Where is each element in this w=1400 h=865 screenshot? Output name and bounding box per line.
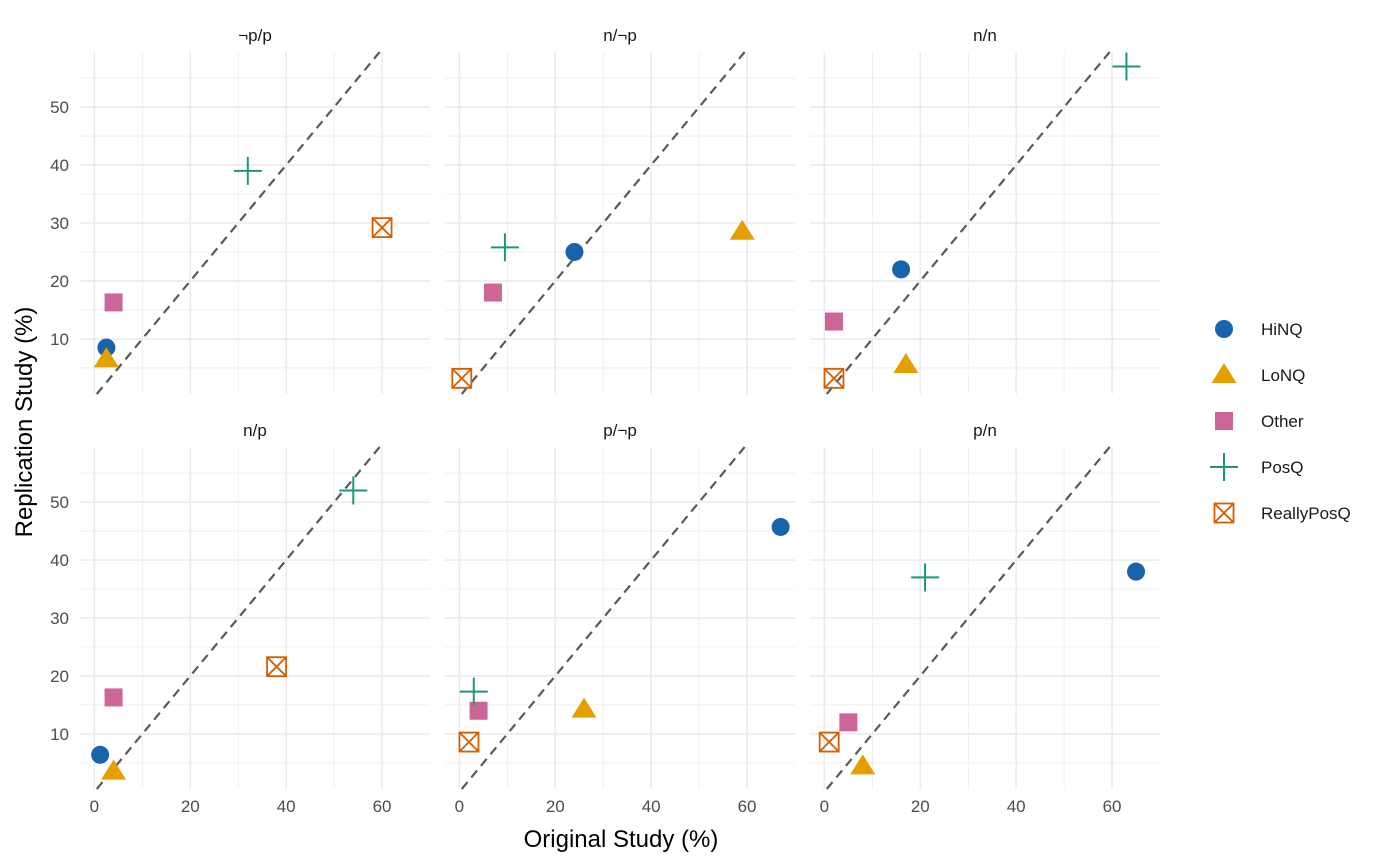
y-axis-title: Replication Study (%)	[11, 307, 38, 538]
data-point-reallyposq	[823, 367, 845, 389]
legend-label: ReallyPosQ	[1261, 504, 1351, 523]
data-point-posq	[1112, 52, 1141, 81]
x-tick-label: 60	[738, 797, 757, 816]
y-tick-label: 50	[50, 98, 69, 117]
y-tick-label: 10	[50, 330, 69, 349]
data-point-lonq	[93, 347, 119, 368]
legend-item: LoNQ	[1211, 363, 1305, 385]
x-tick-label: 40	[1007, 797, 1026, 816]
panels: ¬p/p 10 20 30 40 50 n/¬p n/n n/p 10 20 30 40 50 0 20 40 6…	[50, 26, 1160, 816]
data-point-hinq	[892, 260, 911, 279]
x-tick-label: 0	[820, 797, 829, 816]
data-point-lonq	[101, 759, 127, 780]
x-tick-label: 40	[277, 797, 296, 816]
legend-item: ReallyPosQ	[1213, 502, 1351, 524]
data-point-lonq	[893, 353, 919, 374]
data-point-posq	[911, 563, 940, 592]
legend-label: Other	[1261, 412, 1304, 431]
data-point-lonq	[850, 754, 876, 775]
facet-strip-label: n/p	[243, 421, 267, 440]
y-tick-label: 30	[50, 214, 69, 233]
data-point-reallyposq	[451, 367, 473, 389]
x-tick-label: 60	[373, 797, 392, 816]
facet-panel: n/¬p	[445, 26, 795, 395]
facet-strip-label: ¬p/p	[238, 26, 272, 45]
x-tick-label: 20	[546, 797, 565, 816]
legend-label: HiNQ	[1261, 320, 1303, 339]
data-point-posq	[490, 233, 519, 262]
legend-key-other	[1215, 412, 1233, 430]
legend-item: Other	[1215, 412, 1304, 431]
legend: HiNQ LoNQ Other PosQ ReallyPosQ	[1210, 320, 1351, 524]
data-point-hinq	[565, 242, 584, 261]
x-tick-label: 20	[911, 797, 930, 816]
y-tick-label: 40	[50, 551, 69, 570]
data-point-posq	[459, 677, 488, 706]
data-point-other	[104, 293, 123, 312]
y-tick-label: 20	[50, 272, 69, 291]
facet-strip-label: p/¬p	[603, 421, 637, 440]
legend-item: PosQ	[1210, 453, 1304, 481]
x-axis-title: Original Study (%)	[524, 826, 719, 853]
y-tick-label: 40	[50, 156, 69, 175]
facet-panel: n/n	[810, 26, 1160, 395]
data-point-other	[824, 312, 843, 331]
data-point-reallyposq	[371, 217, 393, 239]
legend-key-lonq	[1211, 363, 1237, 383]
data-point-reallyposq	[818, 731, 840, 753]
legend-label: PosQ	[1261, 458, 1304, 477]
data-point-lonq	[729, 219, 755, 240]
data-point-other	[469, 701, 488, 720]
legend-key-reallyposq	[1213, 502, 1235, 524]
data-point-other	[104, 688, 123, 707]
facet-panel: p/¬p 0 20 40 60	[445, 421, 795, 816]
facet-strip-label: n/n	[973, 26, 997, 45]
x-tick-label: 0	[455, 797, 464, 816]
facet-strip-label: p/n	[973, 421, 997, 440]
x-tick-label: 0	[90, 797, 99, 816]
x-tick-label: 20	[181, 797, 200, 816]
data-point-hinq	[1127, 562, 1146, 581]
facet-strip-label: n/¬p	[603, 26, 637, 45]
data-point-other	[483, 283, 502, 302]
facet-panel: n/p 10 20 30 40 50 0 20 40 60	[50, 421, 430, 816]
x-tick-label: 40	[642, 797, 661, 816]
x-tick-label: 60	[1103, 797, 1122, 816]
data-point-reallyposq	[458, 731, 480, 753]
data-point-posq	[233, 156, 262, 185]
y-tick-label: 30	[50, 609, 69, 628]
data-point-lonq	[571, 697, 597, 718]
legend-item: HiNQ	[1215, 320, 1303, 339]
y-tick-label: 50	[50, 493, 69, 512]
legend-key-posq	[1210, 453, 1238, 481]
legend-key-hinq	[1215, 320, 1233, 338]
y-tick-label: 20	[50, 667, 69, 686]
y-tick-label: 10	[50, 725, 69, 744]
facet-panel: p/n 0 20 40 60	[810, 421, 1160, 816]
data-point-reallyposq	[266, 656, 287, 678]
legend-label: LoNQ	[1261, 366, 1305, 385]
data-point-other	[839, 713, 858, 732]
data-point-hinq	[91, 745, 110, 764]
facet-panel: ¬p/p 10 20 30 40 50	[50, 26, 430, 395]
data-point-hinq	[771, 517, 790, 536]
data-point-posq	[339, 476, 368, 505]
